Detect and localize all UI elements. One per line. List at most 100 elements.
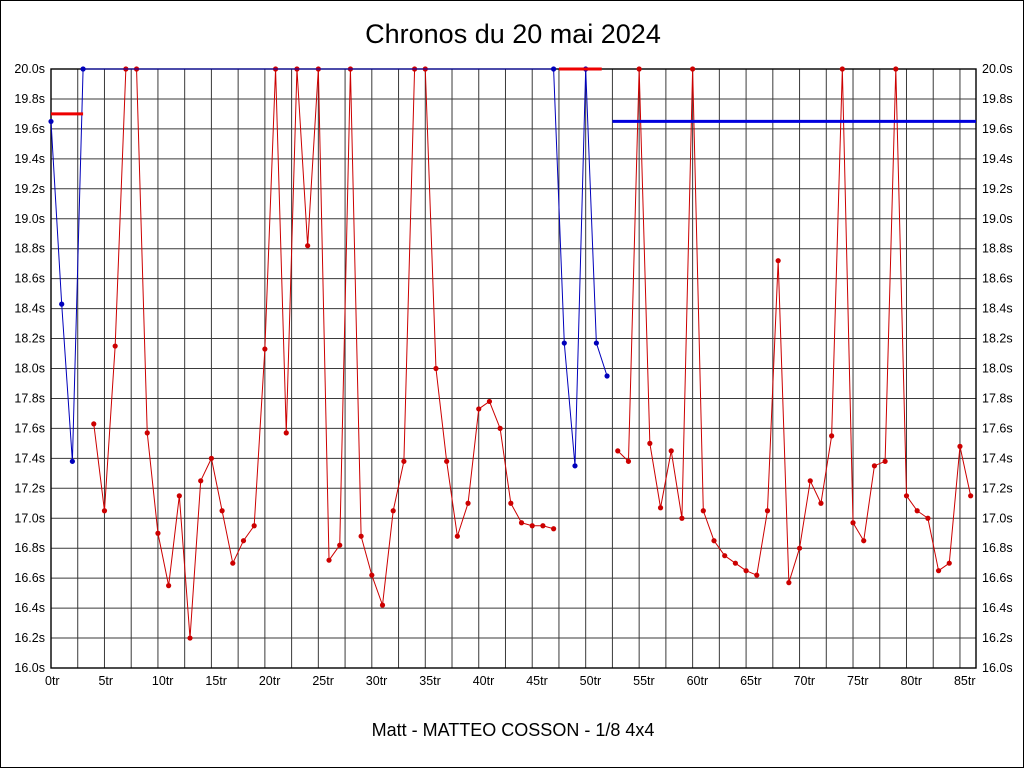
y-tick-label-right: 19.8s — [982, 92, 1013, 106]
data-point-lap-times-red — [625, 458, 632, 464]
data-point-lap-times-red — [369, 572, 375, 578]
data-point-lap-times-red — [775, 258, 781, 264]
data-point-lap-times-red — [871, 463, 878, 469]
y-tick-label-right: 16.0s — [982, 661, 1013, 675]
data-point-lap-times-red — [818, 500, 824, 506]
data-point-lap-times-red — [401, 458, 407, 464]
y-tick-label-left: 19.4s — [14, 152, 45, 166]
y-tick-label-left: 17.6s — [14, 421, 45, 435]
y-tick-label-right: 16.6s — [982, 571, 1013, 585]
data-point-lap-times-red — [679, 515, 685, 521]
data-point-lap-times-blue — [561, 340, 567, 346]
series-line-lap-times-blue — [50, 68, 608, 467]
x-tick-label: 30tr — [366, 674, 388, 688]
y-tick-label-left: 19.2s — [14, 182, 45, 196]
data-point-lap-times-red — [957, 443, 963, 449]
data-point-lap-times-red — [251, 523, 257, 529]
data-point-lap-times-red — [262, 346, 268, 352]
x-tick-label: 0tr — [45, 674, 60, 688]
data-point-lap-times-red — [657, 505, 664, 511]
data-point-lap-times-red — [166, 583, 172, 589]
y-tick-label-left: 16.0s — [14, 661, 45, 675]
y-tick-label-right: 16.8s — [982, 541, 1013, 555]
y-tick-label-left: 19.0s — [14, 212, 45, 226]
y-tick-label-left: 16.6s — [14, 571, 45, 585]
x-tick-label: 15tr — [205, 674, 227, 688]
y-tick-label-right: 17.2s — [982, 481, 1013, 495]
data-point-lap-times-red — [144, 430, 150, 436]
data-point-lap-times-red — [551, 526, 557, 532]
data-point-lap-times-red — [636, 66, 642, 72]
data-point-lap-times-blue — [59, 301, 65, 307]
data-point-lap-times-red — [465, 500, 471, 506]
data-point-lap-times-red — [518, 520, 525, 526]
x-tick-label: 45tr — [526, 674, 548, 688]
data-point-lap-times-red — [198, 478, 204, 484]
x-tick-label: 5tr — [98, 674, 113, 688]
data-point-lap-times-red — [497, 425, 503, 431]
data-point-lap-times-red — [390, 508, 396, 514]
plot-area: 20.0s 20.0s 19.8s 19.8s 19.6s 19.6s 19.4s 19.4s… — [14, 62, 1012, 688]
x-tick-label: 25tr — [312, 674, 334, 688]
y-tick-label-right: 19.2s — [982, 182, 1013, 196]
y-tick-label-right: 17.6s — [982, 421, 1013, 435]
data-point-lap-times-red — [219, 508, 225, 514]
data-point-lap-times-red — [337, 542, 343, 548]
data-point-lap-times-blue — [80, 66, 86, 72]
x-tick-label: 85tr — [954, 674, 976, 688]
data-point-lap-times-blue — [48, 118, 54, 125]
x-tick-label: 60tr — [687, 674, 709, 688]
data-point-lap-times-red — [155, 530, 161, 536]
data-point-lap-times-red — [946, 560, 952, 566]
y-tick-label-right: 18.2s — [982, 332, 1013, 346]
data-point-lap-times-red — [839, 66, 845, 72]
data-point-lap-times-red — [732, 560, 738, 566]
y-tick-label-left: 18.0s — [14, 362, 45, 376]
data-point-lap-times-red — [91, 421, 97, 427]
data-point-lap-times-red — [722, 553, 728, 559]
x-tick-label: 10tr — [152, 674, 174, 688]
data-point-lap-times-red — [786, 580, 792, 586]
y-tick-label-right: 20.0s — [982, 62, 1013, 76]
x-tick-label: 55tr — [633, 674, 655, 688]
data-point-lap-times-red — [668, 448, 674, 454]
y-tick-label-right: 18.6s — [982, 272, 1013, 286]
y-tick-label-right: 18.0s — [982, 362, 1013, 376]
data-point-lap-times-red — [176, 493, 182, 499]
y-tick-label-right: 16.4s — [982, 601, 1013, 615]
data-point-lap-times-red — [743, 568, 749, 574]
y-tick-label-left: 18.6s — [14, 272, 45, 286]
y-tick-label-right: 18.8s — [982, 242, 1013, 256]
y-tick-label-right: 19.4s — [982, 152, 1013, 166]
data-point-lap-times-red — [101, 508, 108, 514]
x-tick-label: 65tr — [740, 674, 762, 688]
y-tick-label-left: 16.8s — [14, 541, 45, 555]
y-tick-label-right: 17.4s — [982, 451, 1013, 465]
data-point-lap-times-red — [690, 66, 696, 72]
data-point-lap-times-red — [968, 493, 974, 499]
data-point-lap-times-red — [935, 568, 942, 574]
y-tick-label-left: 17.2s — [14, 481, 45, 495]
y-tick-label-right: 17.0s — [982, 511, 1013, 525]
data-point-lap-times-blue — [572, 463, 578, 469]
data-point-lap-times-red — [508, 500, 514, 506]
data-point-lap-times-red — [850, 520, 856, 526]
data-point-lap-times-red — [240, 538, 247, 544]
data-point-lap-times-blue — [69, 458, 75, 464]
data-point-lap-times-red — [764, 508, 771, 514]
data-point-lap-times-red — [807, 478, 813, 484]
y-tick-label-left: 17.0s — [14, 511, 45, 525]
chart-title: Chronos du 20 mai 2024 — [365, 19, 661, 49]
data-point-lap-times-red — [326, 557, 332, 563]
y-tick-label-left: 18.4s — [14, 302, 45, 316]
data-point-lap-times-red — [647, 440, 653, 446]
data-point-lap-times-red — [540, 523, 546, 529]
y-tick-label-right: 19.0s — [982, 212, 1013, 226]
x-tick-label: 80tr — [900, 674, 922, 688]
data-point-lap-times-red — [796, 545, 803, 551]
data-point-lap-times-red — [914, 508, 920, 514]
y-tick-label-right: 19.6s — [982, 122, 1013, 136]
data-point-lap-times-red — [358, 533, 364, 539]
x-tick-label: 70tr — [794, 674, 816, 688]
